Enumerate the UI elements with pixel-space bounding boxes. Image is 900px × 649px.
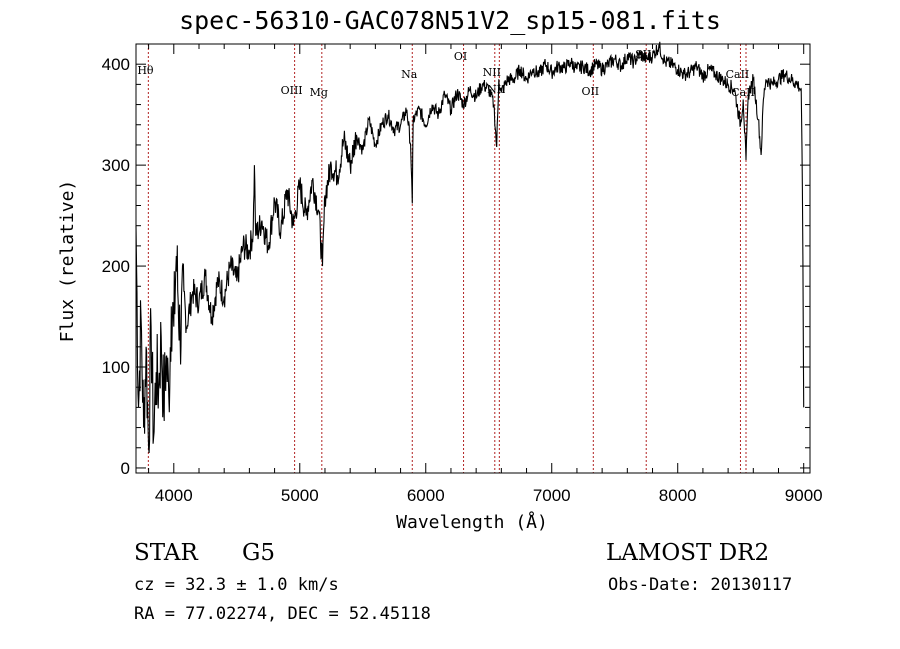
x-tick-label: 7000	[533, 486, 571, 505]
line-label: NII	[483, 66, 501, 79]
coordinates: RA = 77.02274, DEC = 52.45118	[134, 604, 431, 624]
x-tick-label: 5000	[281, 486, 319, 505]
redshift-velocity: cz = 32.3 ± 1.0 km/s	[134, 575, 339, 595]
y-tick-label: 300	[102, 156, 130, 175]
y-tick-label: 400	[102, 55, 130, 74]
x-tick-label: 8000	[659, 486, 697, 505]
line-label: NII	[487, 83, 505, 96]
y-axis: 0 100 200 300 400	[102, 43, 810, 478]
line-label: OIII	[281, 84, 303, 97]
line-labels: Hθ OIII Mg Na OI NII NII OII SII CaII CaII	[137, 48, 754, 99]
object-class: STAR	[134, 540, 198, 566]
chart-title: spec-56310-GAC078N51V2_sp15-081.fits	[179, 6, 721, 35]
x-tick-label: 4000	[155, 486, 193, 505]
line-label: Na	[401, 68, 418, 81]
x-axis-label: Wavelength (Å)	[396, 511, 548, 533]
y-tick-label: 100	[102, 358, 130, 377]
line-label: SII	[635, 48, 651, 61]
line-label: CaII	[731, 86, 755, 99]
line-markers	[147, 44, 747, 473]
survey-name: LAMOST DR2	[606, 540, 770, 566]
y-axis-label: Flux (relative)	[57, 180, 78, 343]
line-label: OI	[454, 50, 467, 63]
y-tick-label: 0	[121, 459, 130, 478]
line-label: OII	[581, 85, 599, 98]
object-subclass: G5	[242, 540, 276, 566]
line-label: CaII	[726, 68, 750, 81]
x-axis: 4000 5000 6000 7000 8000 9000	[148, 44, 823, 505]
flux-series-line	[135, 41, 805, 454]
x-tick-label: 6000	[407, 486, 445, 505]
x-tick-label: 9000	[785, 486, 823, 505]
plot-frame	[135, 43, 811, 474]
line-label: Mg	[310, 86, 328, 99]
y-tick-label: 200	[102, 257, 130, 276]
observation-date: Obs-Date: 20130117	[608, 575, 793, 595]
line-label: Hθ	[137, 64, 154, 77]
